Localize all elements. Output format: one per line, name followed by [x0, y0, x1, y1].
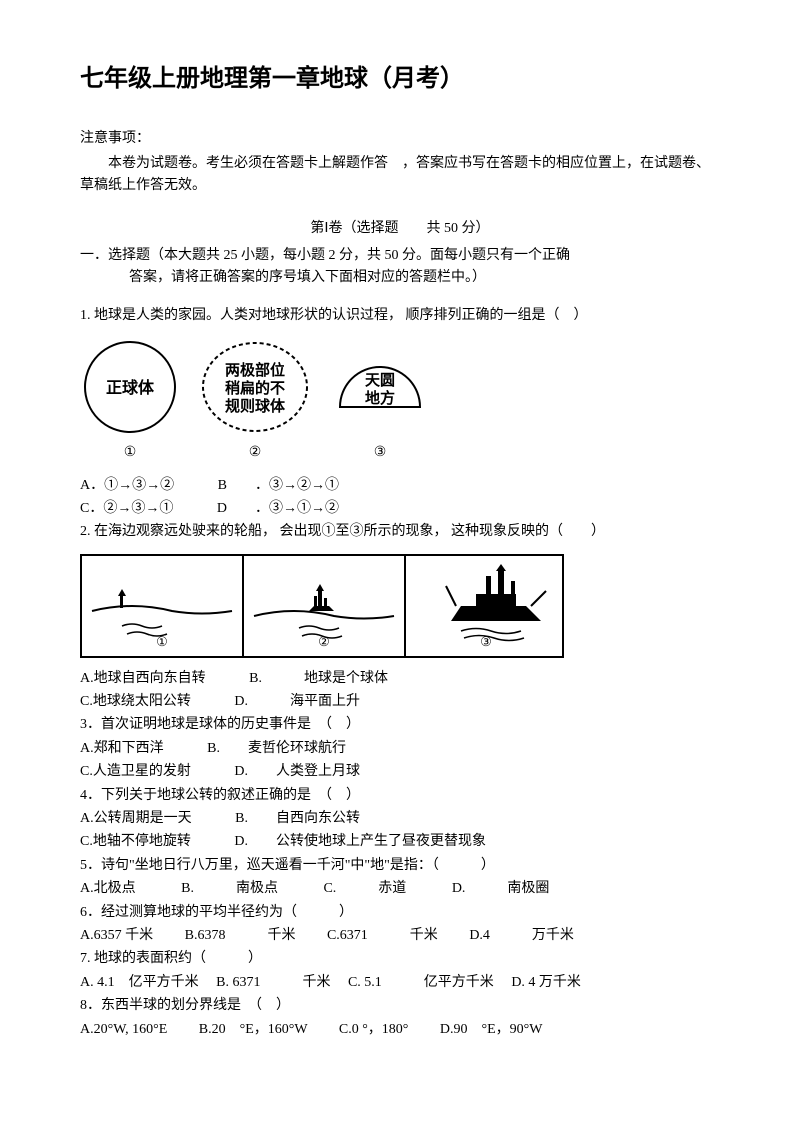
svg-text:正球体: 正球体: [106, 378, 155, 397]
q6-optD: D.4 万千米: [469, 928, 574, 943]
q1-optB: B ．③→②→①: [218, 478, 339, 493]
q2-label-2: ②: [318, 632, 330, 653]
q2-optC: C.地球绕太阳公转: [80, 694, 191, 709]
q1-label-1: ①: [124, 442, 137, 464]
q4-optB: B. 自西向东公转: [235, 811, 360, 826]
q1-optD: D ．③→①→②: [217, 501, 339, 516]
q3-optD: D. 人类登上月球: [234, 764, 360, 779]
instructions-line1: 一．选择题（本大题共 25 小题，每小题 2 分，共 50 分。面每小题只有一个…: [80, 245, 720, 267]
q7-optB: B. 6371 千米: [216, 975, 330, 990]
q4-optC: C.地轴不停地旋转: [80, 834, 191, 849]
q2-ship-1: ①: [82, 556, 244, 656]
q8-optC: C.0 °，180°: [339, 1022, 409, 1037]
q2-label-1: ①: [156, 632, 168, 653]
q7-optC: C. 5.1 亿平方千米: [348, 975, 494, 990]
q7-optD: D. 4 万千米: [511, 975, 581, 990]
q1-label-2: ②: [249, 442, 262, 464]
question-3: 3．首次证明地球是球体的历史事件是 （ ）: [80, 714, 720, 736]
q1-optC: C．②→③→①: [80, 501, 173, 516]
instructions-line2: 答案，请将正确答案的序号填入下面相对应的答题栏中。）: [80, 267, 720, 289]
q5-optA: A.北极点: [80, 881, 136, 896]
svg-text:稍扁的不: 稍扁的不: [225, 379, 285, 397]
q7-optA: A. 4.1 亿平方千米: [80, 975, 199, 990]
question-6: 6．经过测算地球的平均半径约为（ ）: [80, 902, 720, 924]
q6-optB: B.6378 千米: [185, 928, 296, 943]
q2-options-row1: A.地球自西向东自转 B. 地球是个球体: [80, 668, 720, 690]
q2-ship-2: ②: [244, 556, 406, 656]
q1-shape-1: 正球体 ①: [80, 337, 180, 464]
q8-optB: B.20 °E，160°W: [199, 1022, 308, 1037]
circle-icon: 正球体: [80, 337, 180, 437]
q5-options: A.北极点 B. 南极点 C. 赤道 D. 南极圈: [80, 878, 720, 900]
q3-optA: A.郑和下西洋: [80, 741, 164, 756]
q1-options-row2: C．②→③→① D ．③→①→②: [80, 498, 720, 520]
section-header: 第Ⅰ卷（选择题 共 50 分）: [80, 218, 720, 240]
q6-optC: C.6371 千米: [327, 928, 438, 943]
ellipse-icon: 两极部位 稍扁的不 规则球体: [200, 337, 310, 437]
q2-ship-panel: ① ② ③: [80, 554, 564, 658]
svg-text:两极部位: 两极部位: [225, 361, 285, 379]
q5-optD: D. 南极圈: [452, 881, 550, 896]
question-7: 7. 地球的表面积约（ ）: [80, 948, 720, 970]
dome-icon: 天圆 地方: [330, 337, 430, 437]
q1-options-row1: A．①→③→② B ．③→②→①: [80, 475, 720, 497]
page-title: 七年级上册地理第一章地球（月考）: [80, 60, 720, 98]
q1-optA: A．①→③→②: [80, 478, 174, 493]
q2-optA: A.地球自西向东自转: [80, 671, 206, 686]
q3-optB: B. 麦哲伦环球航行: [207, 741, 346, 756]
q6-options: A.6357 千米 B.6378 千米 C.6371 千米 D.4 万千米: [80, 925, 720, 947]
q1-label-3: ③: [374, 442, 387, 464]
q4-options-row1: A.公转周期是一天 B. 自西向东公转: [80, 808, 720, 830]
q8-optD: D.90 °E，90°W: [440, 1022, 543, 1037]
q2-options-row2: C.地球绕太阳公转 D. 海平面上升: [80, 691, 720, 713]
notice-header: 注意事项：: [80, 128, 720, 150]
question-8: 8．东西半球的划分界线是 （ ）: [80, 995, 720, 1017]
question-4: 4．下列关于地球公转的叙述正确的是 （ ）: [80, 785, 720, 807]
q2-label-3: ③: [480, 632, 492, 653]
question-5: 5．诗句"坐地日行八万里，巡天遥看一千河"中"地"是指：（ ）: [80, 855, 720, 877]
q5-optB: B. 南极点: [181, 881, 278, 896]
q8-optA: A.20°W, 160°E: [80, 1022, 167, 1037]
question-1: 1. 地球是人类的家园。人类对地球形状的认识过程， 顺序排列正确的一组是（ ）: [80, 305, 720, 327]
q4-options-row2: C.地轴不停地旋转 D. 公转使地球上产生了昼夜更替现象: [80, 831, 720, 853]
q4-optD: D. 公转使地球上产生了昼夜更替现象: [234, 834, 486, 849]
q4-optA: A.公转周期是一天: [80, 811, 192, 826]
section-instructions: 一．选择题（本大题共 25 小题，每小题 2 分，共 50 分。面每小题只有一个…: [80, 245, 720, 290]
q2-optD: D. 海平面上升: [234, 694, 360, 709]
q5-optC: C. 赤道: [323, 881, 406, 896]
q3-optC: C.人造卫星的发射: [80, 764, 191, 779]
q2-ship-3: ③: [406, 556, 566, 656]
q8-options: A.20°W, 160°E B.20 °E，160°W C.0 °，180° D…: [80, 1019, 720, 1041]
q1-shape-3: 天圆 地方 ③: [330, 337, 430, 464]
notice-body: 本卷为试题卷。考生必须在答题卡上解题作答 ，答案应书写在答题卡的相应位置上，在试…: [80, 153, 720, 198]
svg-text:地方: 地方: [365, 389, 395, 407]
question-2: 2. 在海边观察远处驶来的轮船， 会出现①至③所示的现象， 这种现象反映的（ ）: [80, 521, 720, 543]
q1-figures: 正球体 ① 两极部位 稍扁的不 规则球体 ② 天圆 地方 ③: [80, 337, 720, 464]
svg-text:天圆: 天圆: [365, 372, 395, 389]
q3-options-row2: C.人造卫星的发射 D. 人类登上月球: [80, 761, 720, 783]
q7-options: A. 4.1 亿平方千米 B. 6371 千米 C. 5.1 亿平方千米 D. …: [80, 972, 720, 994]
q1-shape-2: 两极部位 稍扁的不 规则球体 ②: [200, 337, 310, 464]
svg-text:规则球体: 规则球体: [225, 397, 286, 415]
q3-options-row1: A.郑和下西洋 B. 麦哲伦环球航行: [80, 738, 720, 760]
q2-optB: B. 地球是个球体: [249, 671, 388, 686]
q6-optA: A.6357 千米: [80, 928, 153, 943]
